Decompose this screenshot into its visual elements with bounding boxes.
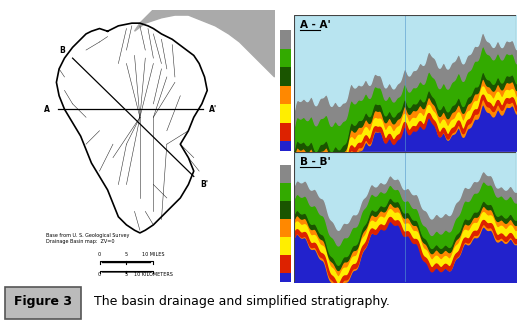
Bar — [280, 30, 291, 49]
Text: A: A — [44, 105, 50, 114]
Text: B': B' — [200, 180, 209, 189]
Bar — [280, 67, 291, 86]
Bar — [280, 183, 291, 201]
Text: 5: 5 — [125, 272, 128, 277]
Bar — [280, 86, 291, 104]
Bar — [294, 15, 516, 151]
Bar — [280, 49, 291, 67]
Text: Base from U. S. Geological Survey
Drainage Basin map:  ZV=0: Base from U. S. Geological Survey Draina… — [46, 233, 129, 244]
Bar — [280, 219, 291, 237]
Bar — [294, 152, 516, 282]
Bar — [280, 237, 291, 255]
Bar — [280, 104, 291, 123]
Text: 0: 0 — [98, 272, 101, 277]
Text: 10 KILOMETERS: 10 KILOMETERS — [134, 272, 173, 277]
Text: The basin drainage and simplified stratigraphy.: The basin drainage and simplified strati… — [86, 295, 390, 308]
Text: B - B': B - B' — [300, 157, 331, 168]
Bar — [280, 273, 291, 291]
Text: 10 MILES: 10 MILES — [142, 252, 165, 257]
Text: A': A' — [209, 105, 217, 114]
Text: B: B — [59, 46, 65, 54]
Bar — [280, 255, 291, 273]
Bar — [280, 123, 291, 141]
Text: A - A': A - A' — [300, 20, 331, 30]
Text: Figure 3: Figure 3 — [15, 295, 72, 308]
Text: 5: 5 — [125, 252, 128, 257]
FancyBboxPatch shape — [5, 287, 81, 319]
Polygon shape — [134, 10, 275, 77]
Text: 0: 0 — [98, 252, 101, 257]
Bar — [280, 165, 291, 183]
Bar — [280, 201, 291, 219]
Bar — [280, 141, 291, 160]
